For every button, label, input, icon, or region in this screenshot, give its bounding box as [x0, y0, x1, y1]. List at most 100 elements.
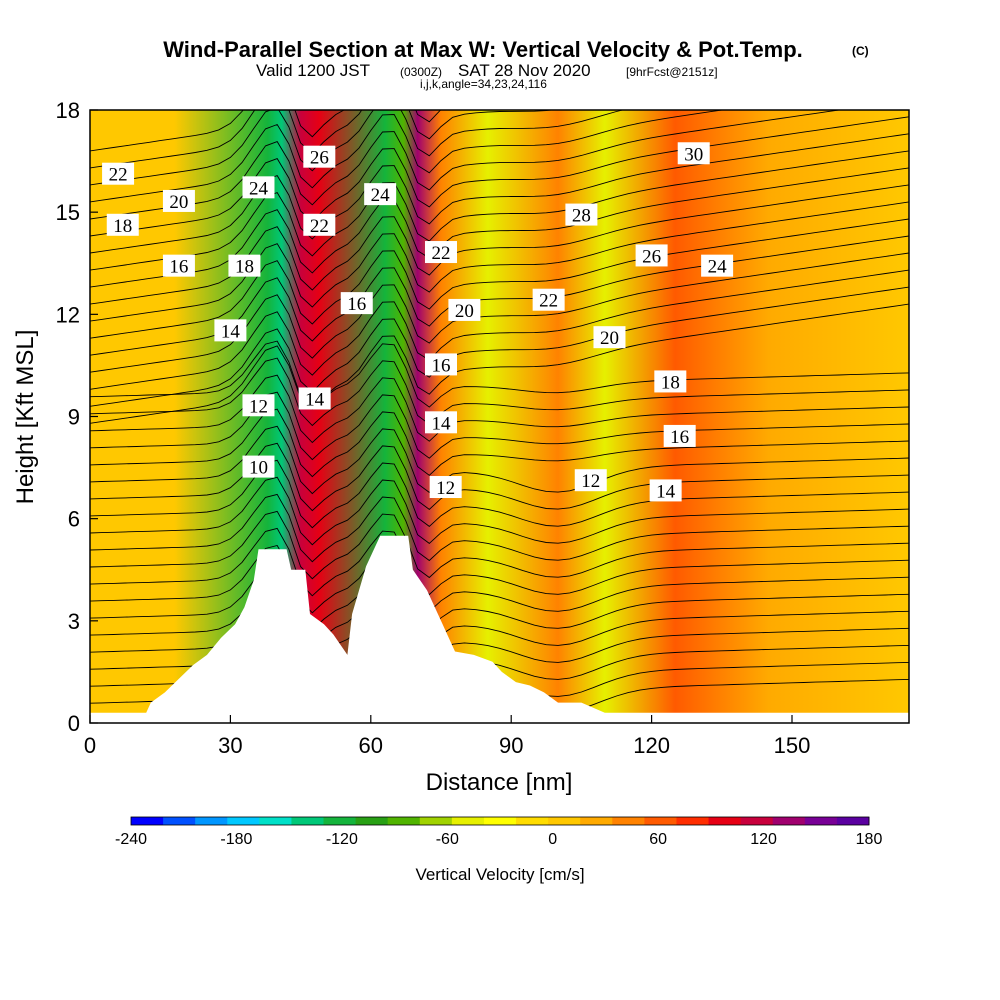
- theta-label-text: 14: [656, 481, 676, 502]
- theta-label-text: 18: [661, 372, 680, 393]
- x-tick-label: 0: [84, 733, 96, 758]
- theta-contour-line: [90, 252, 909, 373]
- theta-label-box: [298, 387, 331, 410]
- theta-label-box: [425, 353, 457, 376]
- colorbar-swatch: [676, 817, 710, 825]
- theta-contour-line: [90, 493, 909, 563]
- subtitle-forecast: [9hrFcst@2151z]: [626, 65, 718, 79]
- theta-labels: 22 20 18 16 14 12 10 24 18 26 22 14 24 16 22 20 16 14 12 28…: [102, 142, 734, 502]
- theta-label-box: [425, 411, 457, 434]
- subtitle-utc: (0300Z): [400, 65, 442, 79]
- theta-label: 22: [102, 162, 135, 186]
- theta-label: 26: [635, 244, 668, 267]
- x-axis: 0 30 60 90 120 150: [84, 715, 810, 758]
- theta-label-box: [162, 254, 195, 277]
- theta-label-text: 20: [455, 301, 474, 322]
- x-axis-label: Distance [nm]: [426, 769, 573, 796]
- theta-label-box: [701, 254, 734, 277]
- theta-label-box: [565, 203, 598, 226]
- theta-label-text: 16: [432, 355, 451, 376]
- colorbar-tick-label: -240: [115, 831, 147, 848]
- theta-label: 12: [574, 469, 607, 492]
- y-tick-label: 18: [56, 98, 80, 123]
- subtitle-date: SAT 28 Nov 2020: [458, 61, 591, 80]
- theta-label: 24: [364, 183, 397, 206]
- theta-label: 12: [242, 394, 275, 417]
- colorbar-swatch: [355, 817, 389, 825]
- theta-label-box: [340, 292, 373, 315]
- theta-label-box: [649, 479, 682, 502]
- theta-label-box: [242, 455, 275, 478]
- theta-label-text: 16: [347, 294, 366, 315]
- theta-label-box: [532, 288, 565, 311]
- theta-label: 22: [303, 213, 336, 237]
- colorbar-swatch: [291, 817, 325, 825]
- theta-contour-line: [90, 218, 909, 339]
- colorbar-swatch: [612, 817, 645, 825]
- theta-label-text: 24: [371, 185, 391, 206]
- theta-label-text: 26: [642, 246, 661, 267]
- colorbar-swatch: [740, 817, 774, 825]
- colorbar-swatch: [259, 817, 292, 825]
- theta-label-box: [162, 189, 195, 212]
- theta-label-text: 18: [235, 257, 254, 278]
- colorbar-tick-label: 120: [750, 831, 777, 848]
- theta-label: 16: [663, 424, 696, 448]
- theta-contour-line: [90, 110, 625, 186]
- theta-label: 20: [593, 326, 626, 349]
- theta-label-text: 12: [436, 478, 455, 499]
- theta-label-box: [593, 326, 626, 349]
- colorbar-swatch: [644, 817, 677, 825]
- theta-contour-line: [90, 116, 909, 237]
- colorbar-swatch: [387, 817, 421, 825]
- theta-contour-line: [90, 303, 909, 424]
- colorbar-swatch: [227, 817, 260, 825]
- colorbar-swatch: [516, 817, 549, 825]
- x-tick-label: 90: [499, 733, 523, 758]
- theta-label: 14: [425, 411, 457, 434]
- x-tick-label: 30: [218, 733, 242, 758]
- theta-label-text: 18: [113, 216, 132, 237]
- theta-contour-line: [90, 110, 725, 203]
- theta-label-box: [425, 241, 457, 264]
- theta-label-box: [574, 469, 607, 492]
- theta-contour-line: [90, 357, 909, 427]
- theta-contour-line: [90, 527, 909, 597]
- theta-label-box: [214, 319, 247, 342]
- theta-label-text: 10: [249, 458, 268, 479]
- theta-label: 20: [162, 189, 195, 213]
- theta-label-text: 12: [249, 396, 268, 417]
- theta-label-text: 14: [432, 413, 452, 434]
- theta-label: 10: [242, 455, 275, 479]
- theta-label-text: 14: [221, 321, 241, 342]
- theta-label: 24: [701, 254, 734, 278]
- x-tick-label: 150: [774, 733, 811, 758]
- theta-label-text: 22: [432, 243, 451, 264]
- theta-label-text: 22: [539, 291, 558, 312]
- theta-label-box: [303, 213, 336, 236]
- y-tick-label: 9: [68, 405, 80, 430]
- colorbar-swatch: [323, 817, 357, 825]
- colorbar-swatch: [451, 817, 485, 825]
- theta-label: 14: [298, 387, 331, 410]
- theta-label-box: [364, 183, 397, 206]
- theta-label-text: 22: [310, 216, 329, 237]
- y-axis: 0 3 6 9 12 15 18: [56, 98, 98, 736]
- theta-label-box: [654, 370, 687, 393]
- theta-contour-line: [90, 133, 909, 254]
- theta-contour-line: [90, 184, 909, 305]
- theta-label-box: [677, 142, 710, 165]
- theta-contour-line: [90, 510, 909, 580]
- y-axis-label: Height [Kft MSL]: [12, 330, 39, 505]
- theta-label-text: 20: [600, 328, 619, 349]
- colorbar-swatch: [708, 817, 742, 825]
- theta-contour-line: [90, 110, 442, 152]
- theta-label: 28: [565, 203, 598, 227]
- colorbar-tick-label: 0: [548, 831, 557, 848]
- theta-contour-line: [90, 269, 909, 390]
- colorbar: [130, 816, 870, 826]
- theta-contour-line: [90, 340, 909, 410]
- theta-contour-line: [90, 544, 909, 614]
- theta-contour-line: [90, 408, 909, 478]
- theta-label: 14: [649, 479, 682, 502]
